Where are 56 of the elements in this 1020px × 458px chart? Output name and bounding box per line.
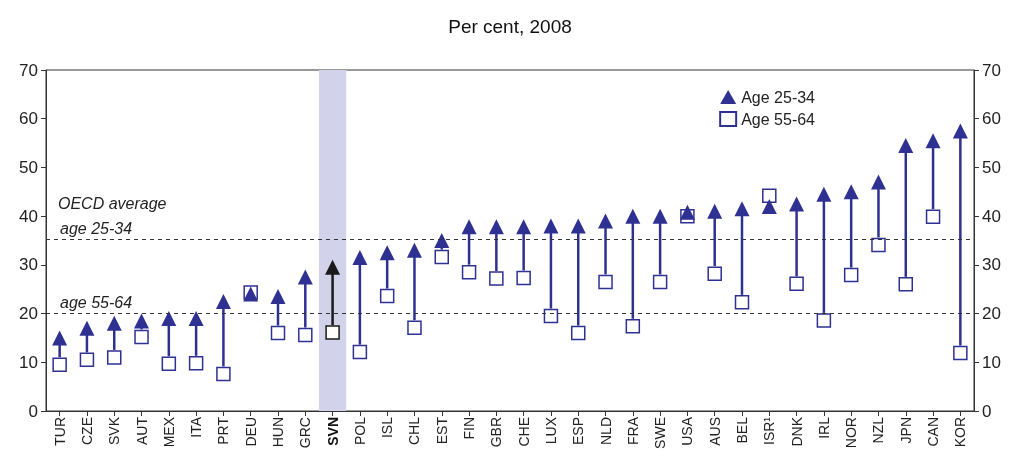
x-tick-label: GRC <box>297 417 314 449</box>
x-tick-label: ITA <box>188 416 205 438</box>
x-tick-label: DEU <box>242 417 259 447</box>
x-tick-label: CAN <box>925 417 942 447</box>
x-tick-label: CHL <box>406 416 423 446</box>
y-tick-label: 20 <box>19 304 38 324</box>
x-tick-label: NOR <box>843 417 860 449</box>
x-tick-label: TUR <box>51 417 68 446</box>
x-tick-label: CHE <box>515 417 532 447</box>
x-tick-label: FIN <box>461 417 478 440</box>
x-tick-label: ESP <box>570 417 587 446</box>
x-tick-label: CZE <box>78 417 95 445</box>
y2-tick-label: 70 <box>982 60 1001 80</box>
x-tick-label: AUS <box>706 417 723 446</box>
x-tick-label: ISL <box>379 416 396 439</box>
y-tick-label: 40 <box>19 206 38 226</box>
legend-label: Age 55-64 <box>741 110 816 128</box>
ref-line-label: age 55-64 <box>60 294 133 312</box>
x-tick-label: SVK <box>106 416 123 446</box>
annotation: OECD average <box>58 194 167 212</box>
x-tick-label: NZL <box>870 416 887 444</box>
y2-tick-label: 10 <box>982 352 1001 372</box>
y-tick-label: 0 <box>28 401 38 421</box>
x-tick-label: USA <box>679 416 696 446</box>
x-tick-label: BEL <box>734 416 750 444</box>
y-tick-label: 10 <box>19 352 38 372</box>
y2-tick-label: 50 <box>982 157 1001 177</box>
x-tick-label: DNK <box>788 416 805 447</box>
y-tick-label: 30 <box>19 255 38 275</box>
x-tick-label: POL <box>351 416 368 446</box>
x-tick-label: FRA <box>624 416 641 445</box>
y-tick-label: 50 <box>19 157 38 177</box>
legend-label: Age 25-34 <box>741 88 816 106</box>
x-tick-label: NLD <box>597 417 614 446</box>
x-tick-label: SVN <box>324 417 341 446</box>
x-tick-label: LUX <box>542 416 559 445</box>
x-tick-label: ISR¹ <box>761 416 778 445</box>
y2-tick-label: 60 <box>982 109 1001 129</box>
y-tick-label: 70 <box>19 60 38 80</box>
y2-tick-label: 30 <box>982 255 1001 275</box>
x-tick-label: PRT <box>215 416 232 445</box>
y2-tick-label: 20 <box>982 304 1001 324</box>
x-tick-label: IRL <box>815 416 832 439</box>
ref-line-label: age 25-34 <box>60 219 133 237</box>
y-tick-label: 60 <box>19 109 38 129</box>
x-tick-label: JPN <box>897 417 914 444</box>
x-tick-label: KOR <box>952 417 969 448</box>
x-tick-label: GBR <box>488 417 505 448</box>
x-tick-label: SWE <box>652 417 669 449</box>
x-tick-label: AUT <box>133 416 150 445</box>
x-tick-label: HUN <box>270 417 286 448</box>
x-tick-label: MEX <box>160 416 177 448</box>
y2-tick-label: 0 <box>982 401 992 421</box>
chart-title: Per cent, 2008 <box>448 16 572 37</box>
x-tick-label: EST <box>433 416 450 445</box>
y2-tick-label: 40 <box>982 206 1001 226</box>
